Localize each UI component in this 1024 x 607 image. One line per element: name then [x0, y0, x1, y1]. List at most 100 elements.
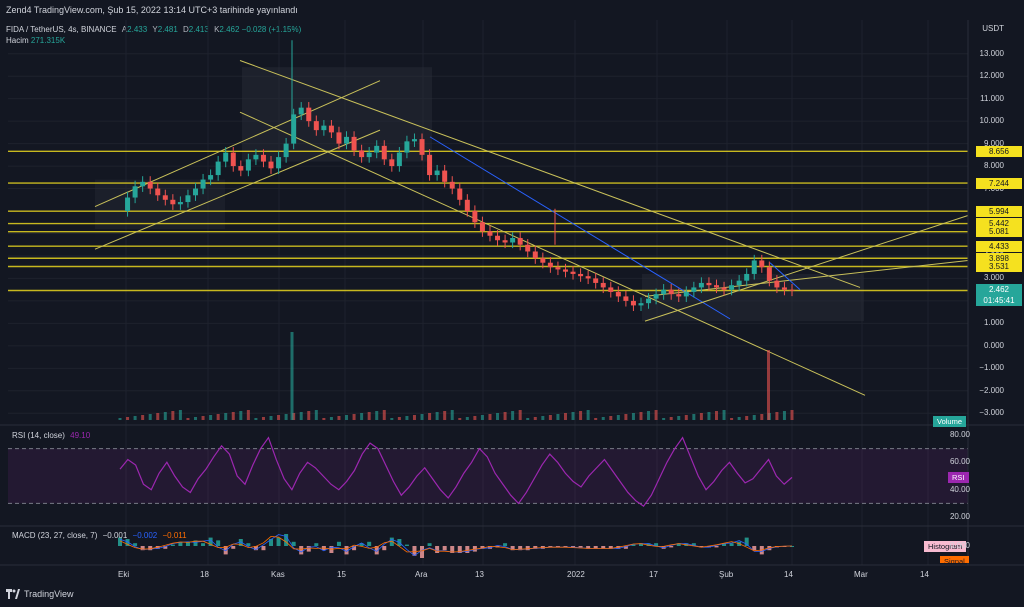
macd-hist-bar [752, 546, 757, 551]
volume-bar [669, 417, 673, 420]
time-tick-label: 2022 [567, 570, 585, 579]
macd-hist-bar [638, 543, 643, 546]
candle-body [736, 280, 742, 286]
candle-body [540, 258, 546, 263]
candle-body [487, 231, 493, 236]
macd-hist-bar [284, 534, 289, 546]
candle-body [661, 289, 667, 295]
volume-bar [375, 411, 379, 420]
time-tick-label: Kas [271, 570, 285, 579]
signal-badge[interactable]: Signal [940, 556, 969, 563]
tradingview-logo[interactable]: TradingView [6, 589, 74, 599]
time-tick-label: 13 [475, 570, 484, 579]
candle-body [411, 139, 417, 142]
main-legend[interactable]: FIDA / TetherUS, 4s, BINANCE A2.433 Y2.4… [6, 24, 301, 35]
histogram-badge[interactable]: Histogram [924, 541, 967, 552]
level-tag: 3.531 [976, 261, 1022, 272]
candle-body [200, 179, 206, 189]
volume-bar [465, 417, 469, 420]
volume-bar [662, 418, 666, 420]
macd-hist-bar [593, 546, 598, 549]
macd-signal-line [119, 535, 793, 553]
channel-lines [94, 60, 969, 396]
volume-bar [722, 410, 726, 420]
volume-bar [345, 415, 349, 420]
time-tick-label: 17 [649, 570, 658, 579]
candle-body [517, 237, 523, 245]
candle-body [502, 240, 508, 243]
macd-hist-bar [170, 544, 175, 546]
rsi-pane [8, 436, 968, 508]
volume-bar [428, 413, 432, 420]
macd-value-3: −0.011 [162, 531, 187, 540]
volume-bar [654, 410, 658, 420]
candle-body [359, 150, 365, 158]
candle-body [344, 136, 350, 144]
candle-body [759, 260, 765, 268]
macd-hist-bar [276, 537, 281, 546]
channel-box [642, 273, 864, 322]
macd-hist-bar [389, 537, 394, 546]
low-value: 2.413 [188, 25, 209, 34]
price-tick-label: 10.000 [979, 116, 1004, 126]
time-tick-label: Eki [118, 570, 130, 579]
volume-bar [480, 415, 484, 420]
volume-value: 271.315K [30, 36, 66, 45]
channel-box [242, 67, 432, 162]
price-tick-label: 0.000 [983, 340, 1004, 350]
volume-bar [692, 414, 696, 420]
volume-bar [745, 416, 749, 420]
volume-bar [284, 414, 288, 420]
macd-hist-bar [118, 537, 122, 546]
macd-line [119, 534, 793, 557]
volume-bar [707, 412, 711, 420]
candle-body [162, 195, 168, 200]
macd-hist-bar [790, 546, 794, 547]
close-label: K [214, 25, 220, 34]
channel-line [769, 262, 801, 291]
macd-hist-bar [465, 546, 470, 553]
candle-body [125, 197, 131, 212]
rsi-tick-label: 60.00 [949, 457, 970, 467]
macd-hist-bar [412, 546, 417, 556]
macd-hist-bar [178, 541, 183, 546]
time-tick-label: 15 [337, 570, 346, 579]
volume-bar [156, 413, 160, 420]
macd-legend[interactable]: MACD (23, 27, close, 7) −0.001 −0.002 −0… [12, 531, 187, 540]
rsi-badge[interactable]: RSI [948, 472, 969, 483]
volume-badge[interactable]: Volume [933, 416, 967, 427]
candle-body [510, 237, 516, 243]
macd-hist-bar [374, 546, 379, 555]
candle-body [147, 181, 153, 189]
volume-bar [382, 410, 386, 420]
macd-hist-bar [442, 546, 447, 551]
volume-bar [647, 411, 651, 420]
candle-body [600, 282, 606, 288]
volume-bar [269, 416, 273, 420]
channel-line [239, 60, 861, 288]
candle-body [215, 161, 221, 176]
volume-bar [292, 413, 296, 420]
volume-bar [450, 410, 454, 420]
volume-bar [548, 415, 552, 420]
macd-hist-bar [427, 543, 432, 546]
open-label: A [121, 25, 128, 34]
volume-bar [677, 416, 681, 420]
volume-bar [246, 410, 250, 420]
level-tag: 5.081 [976, 226, 1022, 238]
candle-body [442, 170, 448, 182]
macd-hist-bar [623, 546, 628, 549]
macd-hist-bar [457, 546, 462, 553]
currency-label: USDT [982, 24, 1004, 33]
rsi-legend[interactable]: RSI (14, close) 49.10 [12, 431, 90, 440]
volume-bar [239, 411, 243, 420]
volume-legend[interactable]: Hacim 271.315K [6, 35, 65, 46]
volume-bar [141, 415, 145, 420]
macd-hist-bar [571, 546, 576, 548]
volume-bar [231, 412, 235, 420]
volume-bar [639, 412, 643, 420]
macd-hist-bar [608, 546, 613, 549]
time-tick-label: Ara [415, 570, 428, 579]
